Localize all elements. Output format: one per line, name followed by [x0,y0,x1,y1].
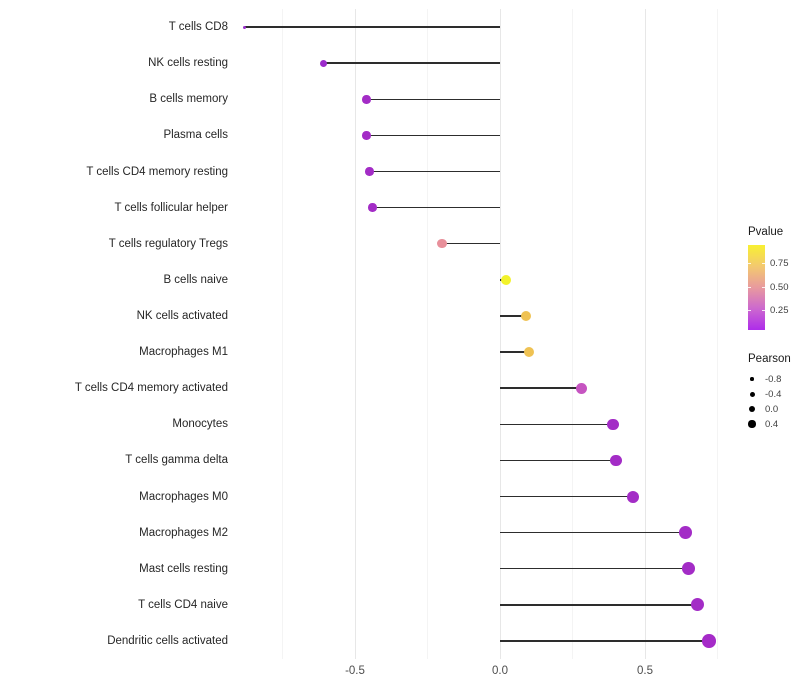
lollipop-dot [610,454,622,467]
lollipop-stick [500,315,527,317]
lollipop-stick [244,26,500,28]
size-legend-dot [748,420,756,428]
y-axis-category-label: Dendritic cells activated [107,634,228,647]
lollipop-stick [500,604,698,606]
size-legend-label: 0.0 [765,404,779,415]
size-legend-dot [748,405,756,413]
size-legend-label: -0.4 [765,389,782,400]
lollipop-stick [442,243,500,245]
lollipop-dot [500,274,511,285]
gridline-minor [572,9,573,659]
colorbar-tick-label: 0.50 [770,281,789,293]
lollipop-stick [500,459,616,462]
colorbar-tick-mark [748,262,751,264]
lollipop-stick [500,423,614,425]
y-axis-category-label: Monocytes [172,418,228,431]
y-axis-category-label: NK cells resting [148,57,228,70]
y-axis-category-label: Mast cells resting [139,562,228,575]
lollipop-stick [500,387,582,389]
lollipop-dot [702,634,716,648]
lollipop-dot [520,310,532,322]
gridline-major [354,9,356,659]
y-axis-category-label: T cells CD4 naive [138,598,228,611]
lollipop-dot [368,203,377,212]
y-axis-category-label: Macrophages M2 [139,526,228,539]
size-legend-dot [750,377,754,381]
size-legend-label: 0.4 [765,419,779,430]
gridline-major [644,9,646,659]
lollipop-dot [627,490,640,503]
pvalue-colorbar [748,245,765,330]
legend-pearson-title: Pearson [748,353,791,365]
lollipop-dot [523,346,535,358]
legend-pvalue-title: Pvalue [748,226,784,238]
y-axis-category-label: T cells follicular helper [114,201,228,214]
x-axis-tick-label: 0.5 [637,665,653,677]
colorbar-tick-mark [762,262,765,264]
y-axis-category-label: T cells CD4 memory activated [74,382,228,395]
colorbar-tick-mark [762,286,765,288]
y-axis-category-label: T cells gamma delta [125,454,228,467]
y-axis-category-label: Macrophages M0 [139,490,228,503]
lollipop-dot [607,418,619,431]
y-axis-category-label: NK cells activated [136,309,228,322]
lollipop-stick [366,134,500,137]
lollipop-dot [362,95,371,104]
size-legend-label: -0.8 [765,374,782,385]
lollipop-dot [679,526,692,539]
colorbar-tick-label: 0.75 [770,257,789,269]
lollipop-dot [690,598,704,612]
y-axis-category-label: Macrophages M1 [139,346,228,359]
x-axis-tick-label: -0.5 [345,665,365,677]
lollipop-dot [243,25,247,29]
colorbar-tick-mark [748,286,751,288]
size-legend-dot [749,391,755,397]
colorbar-tick-mark [762,310,765,312]
y-axis-category-label: B cells naive [163,273,228,286]
gridline-major [499,9,501,659]
lollipop-dot [365,167,374,176]
lollipop-dot [682,562,695,576]
lollipop-dot [362,131,371,140]
lollipop-stick [369,170,500,173]
lollipop-stick [500,531,686,534]
lollipop-dot [575,382,587,394]
y-axis-category-label: T cells CD4 memory resting [86,165,228,178]
lollipop-stick [500,351,529,353]
lollipop-dot [437,238,447,249]
gridline-minor [282,9,283,659]
gridline-minor [427,9,428,659]
y-axis-category-label: T cells regulatory Tregs [108,237,228,250]
lollipop-stick [323,62,500,64]
y-axis-category-label: T cells CD8 [168,21,228,34]
x-axis-tick-label: 0.0 [492,665,508,677]
gridline-minor [717,9,718,659]
lollipop-stick [366,98,500,100]
lollipop-stick [372,206,500,209]
lollipop-stick [500,568,689,570]
colorbar-tick-label: 0.25 [770,305,789,317]
y-axis-category-label: B cells memory [149,93,228,106]
y-axis-category-label: Plasma cells [163,129,228,142]
lollipop-dot [319,59,327,67]
lollipop-stick [500,495,634,498]
lollipop-stick [500,640,709,642]
colorbar-tick-mark [748,310,751,312]
